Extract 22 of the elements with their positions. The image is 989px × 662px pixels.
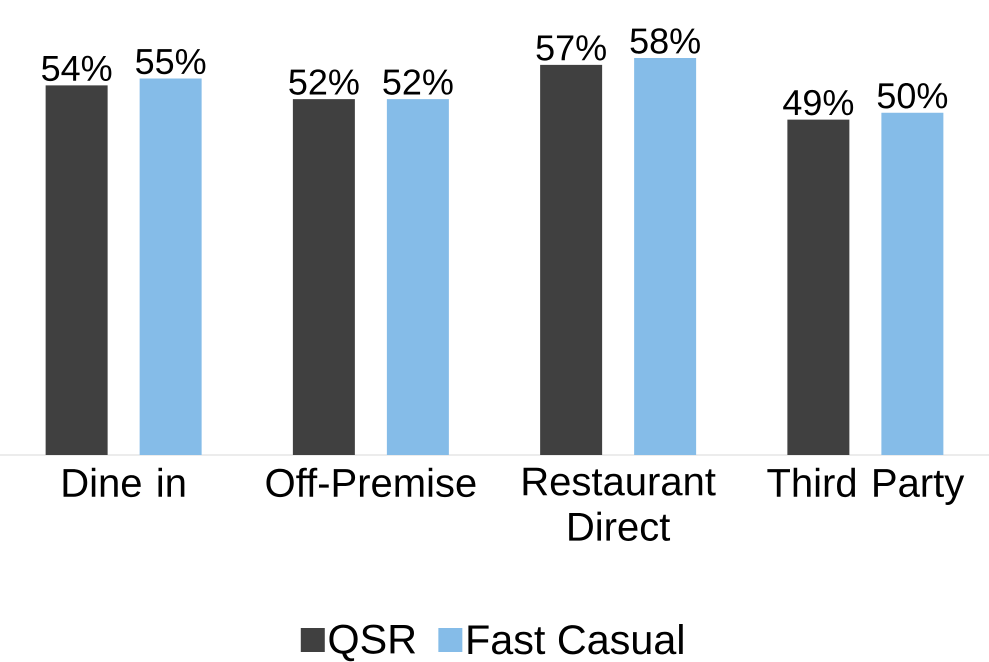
bar [540, 64, 602, 456]
bar [140, 78, 202, 456]
data-label: 49% [783, 90, 854, 116]
x-tick-label: Restaurant Direct [524, 468, 716, 541]
data-label: 57% [536, 35, 606, 61]
data-label: 58% [630, 28, 700, 54]
bar [46, 85, 108, 456]
x-tick-label: Dine in [64, 468, 184, 498]
bar [787, 120, 850, 456]
legend-label: QSR [329, 624, 416, 662]
data-label: 55% [136, 48, 206, 74]
data-label: 52% [383, 69, 453, 95]
x-tick-label: Off-Premise [266, 468, 476, 498]
x-tick-label: Third Party [767, 468, 964, 505]
bar [881, 112, 944, 456]
bar [386, 99, 449, 456]
data-label: 50% [878, 83, 948, 109]
bar [634, 58, 696, 456]
legend-label: Fast Casual [468, 624, 683, 654]
data-label: 54% [42, 56, 112, 82]
bar [292, 99, 355, 456]
data-label: 52% [289, 69, 359, 95]
